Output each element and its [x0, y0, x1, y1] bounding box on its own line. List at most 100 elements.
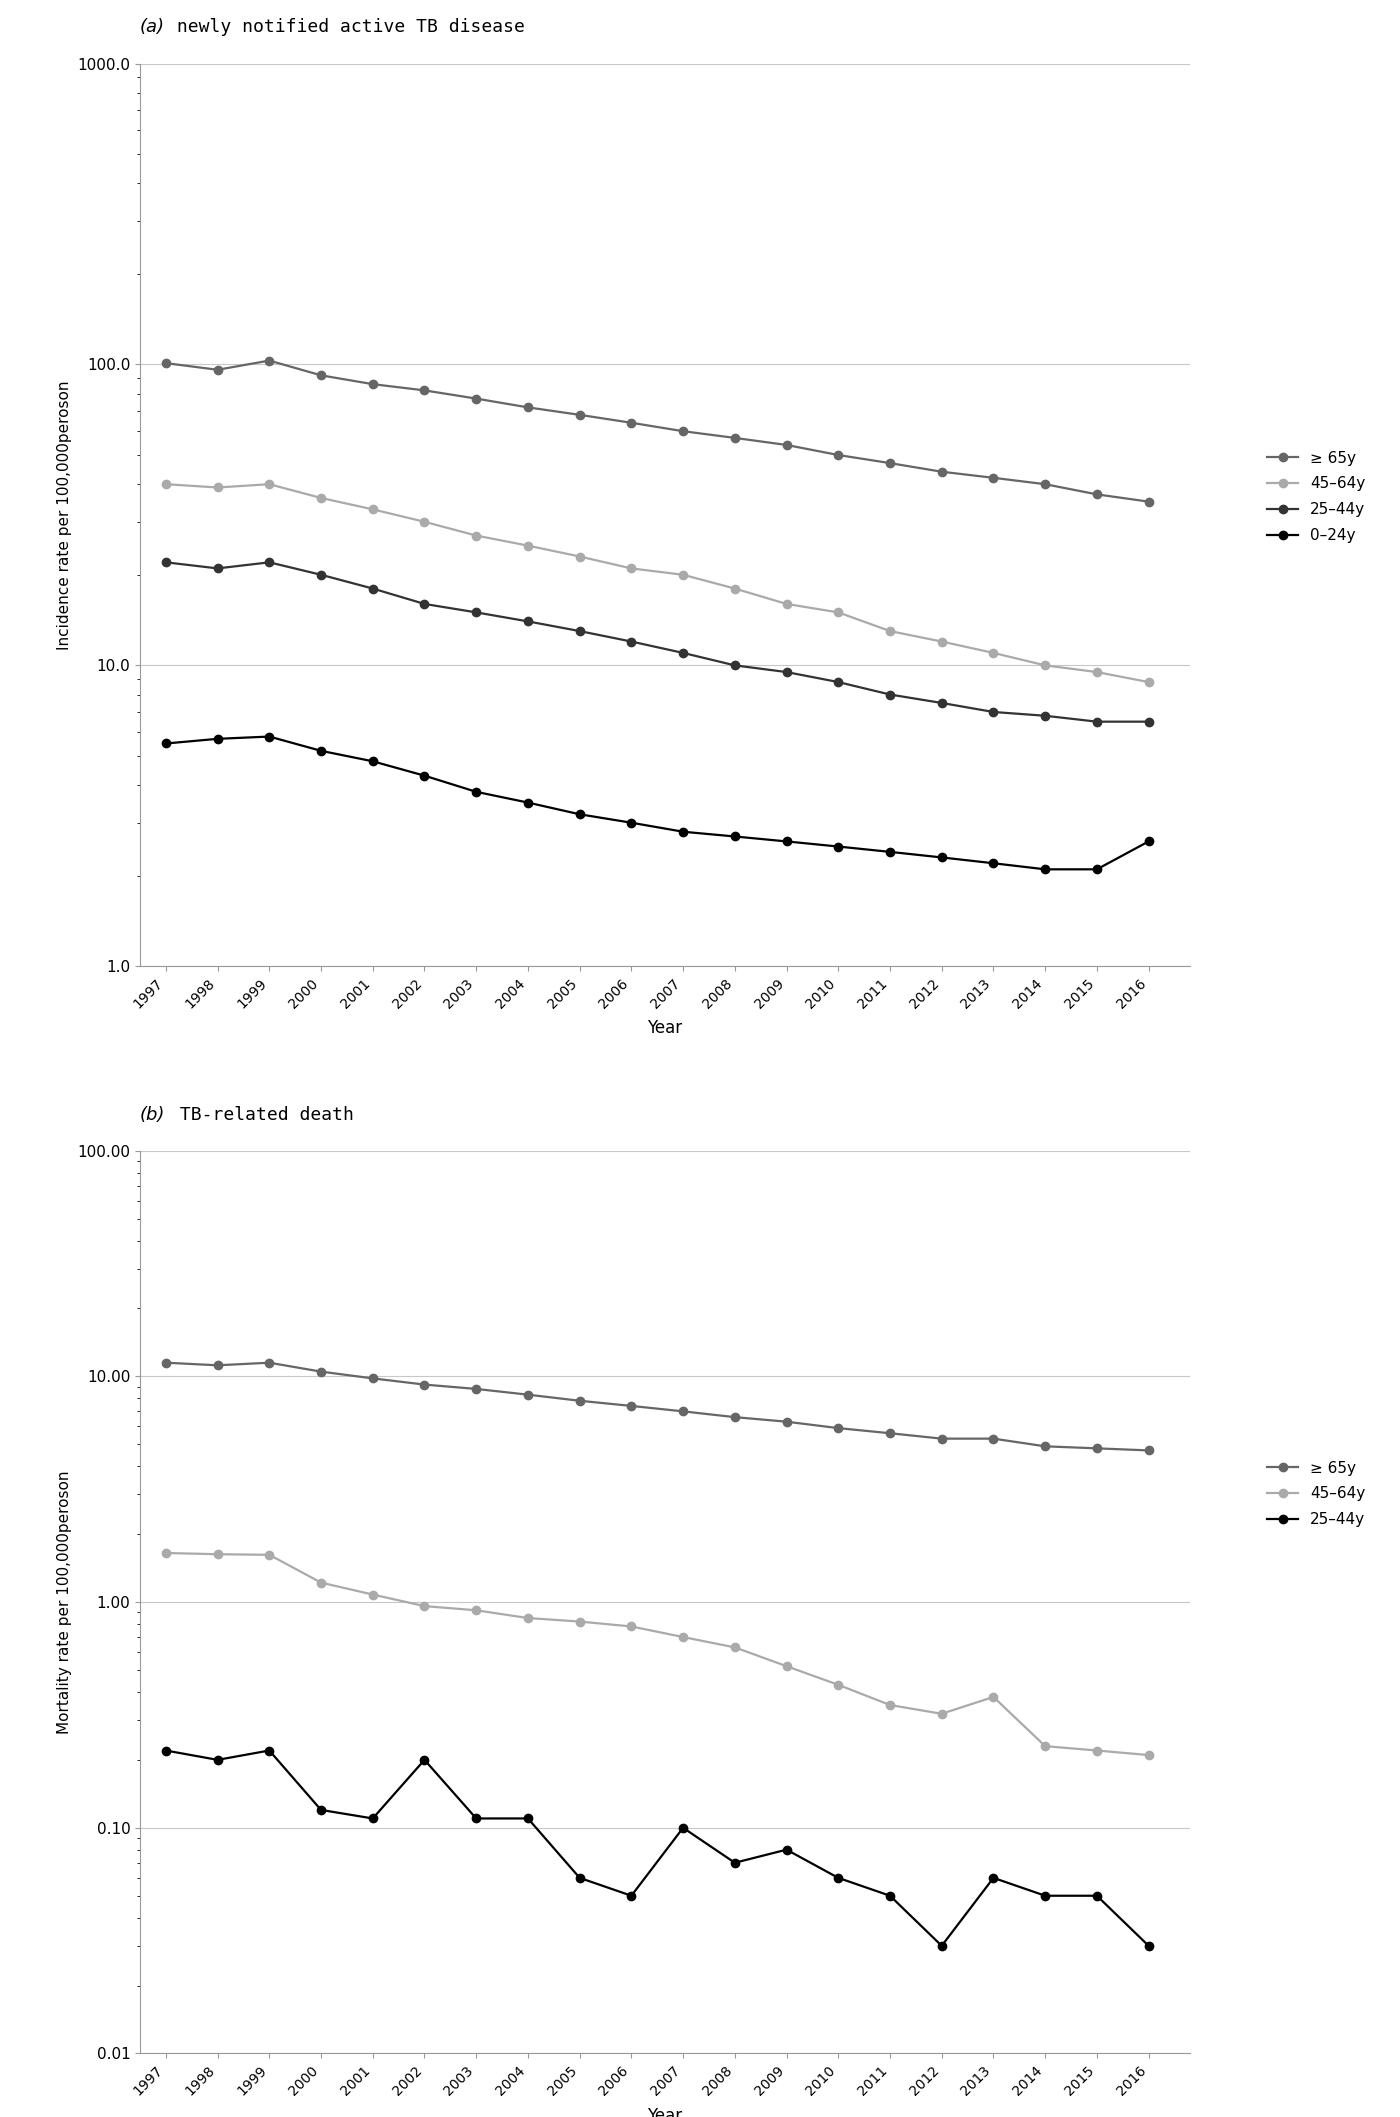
45–64y — [1088, 658, 1105, 684]
≥ 65y — [571, 402, 588, 428]
25–44y — [623, 1882, 640, 1907]
0–24y — [157, 730, 174, 756]
0–24y — [778, 828, 795, 853]
0–24y — [623, 811, 640, 836]
25–44y — [312, 563, 329, 589]
≥ 65y — [209, 358, 225, 383]
≥ 65y — [934, 1427, 951, 1452]
≥ 65y — [675, 1399, 692, 1425]
Line: 0–24y: 0–24y — [161, 732, 1152, 874]
45–64y — [675, 1624, 692, 1649]
≥ 65y — [1037, 1433, 1054, 1459]
≥ 65y — [1088, 1435, 1105, 1461]
25–44y — [157, 550, 174, 576]
≥ 65y — [1088, 483, 1105, 508]
25–44y — [675, 1814, 692, 1840]
≥ 65y — [519, 394, 536, 419]
25–44y — [364, 1806, 381, 1831]
45–64y — [882, 618, 899, 644]
≥ 65y — [623, 1393, 640, 1418]
25–44y — [986, 1865, 1002, 1890]
45–64y — [623, 1613, 640, 1639]
≥ 65y — [830, 1416, 847, 1442]
45–64y — [364, 497, 381, 523]
≥ 65y — [882, 1421, 899, 1446]
0–24y — [1140, 828, 1156, 853]
≥ 65y — [312, 1359, 329, 1385]
≥ 65y — [519, 1382, 536, 1408]
≥ 65y — [416, 377, 433, 402]
≥ 65y — [727, 1404, 743, 1429]
0–24y — [312, 739, 329, 764]
≥ 65y — [157, 351, 174, 377]
45–64y — [571, 1609, 588, 1634]
0–24y — [934, 845, 951, 870]
≥ 65y — [778, 1410, 795, 1435]
25–44y — [1140, 1933, 1156, 1958]
0–24y — [830, 834, 847, 860]
25–44y — [364, 576, 381, 601]
≥ 65y — [778, 432, 795, 457]
0–24y — [1088, 857, 1105, 883]
0–24y — [260, 724, 277, 749]
≥ 65y — [209, 1353, 225, 1378]
Line: 45–64y: 45–64y — [161, 1550, 1152, 1759]
0–24y — [675, 819, 692, 845]
≥ 65y — [882, 451, 899, 476]
0–24y — [882, 838, 899, 864]
≥ 65y — [260, 347, 277, 373]
45–64y — [1140, 1742, 1156, 1768]
Legend: ≥ 65y, 45–64y, 25–44y, 0–24y: ≥ 65y, 45–64y, 25–44y, 0–24y — [1261, 445, 1372, 548]
0–24y — [519, 790, 536, 815]
≥ 65y — [468, 385, 484, 411]
25–44y — [571, 1865, 588, 1890]
25–44y — [882, 682, 899, 707]
25–44y — [519, 1806, 536, 1831]
Line: ≥ 65y: ≥ 65y — [161, 1359, 1152, 1454]
Line: 45–64y: 45–64y — [161, 481, 1152, 686]
45–64y — [468, 523, 484, 548]
≥ 65y — [830, 442, 847, 468]
25–44y — [830, 1865, 847, 1890]
45–64y — [778, 1653, 795, 1679]
45–64y — [209, 474, 225, 500]
Line: 25–44y: 25–44y — [161, 559, 1152, 726]
45–64y — [934, 629, 951, 654]
25–44y — [519, 610, 536, 635]
25–44y — [934, 1933, 951, 1958]
45–64y — [571, 544, 588, 569]
≥ 65y — [675, 419, 692, 445]
25–44y — [623, 629, 640, 654]
0–24y — [364, 749, 381, 775]
45–64y — [778, 591, 795, 616]
≥ 65y — [571, 1389, 588, 1414]
Y-axis label: Incidence rate per 100,000peroson: Incidence rate per 100,000peroson — [57, 381, 71, 650]
0–24y — [571, 802, 588, 828]
45–64y — [260, 1541, 277, 1567]
25–44y — [416, 591, 433, 616]
25–44y — [986, 699, 1002, 724]
25–44y — [209, 555, 225, 580]
Text: TB-related death: TB-related death — [169, 1105, 354, 1124]
Text: newly notified active TB disease: newly notified active TB disease — [167, 19, 525, 36]
45–64y — [312, 485, 329, 510]
45–64y — [727, 1634, 743, 1660]
45–64y — [1088, 1738, 1105, 1763]
45–64y — [209, 1541, 225, 1567]
25–44y — [778, 658, 795, 684]
25–44y — [312, 1797, 329, 1823]
X-axis label: Year: Year — [647, 2106, 683, 2117]
25–44y — [882, 1882, 899, 1907]
Line: 25–44y: 25–44y — [161, 1747, 1152, 1950]
45–64y — [364, 1581, 381, 1607]
45–64y — [882, 1691, 899, 1717]
25–44y — [1037, 1882, 1054, 1907]
≥ 65y — [260, 1351, 277, 1376]
0–24y — [416, 762, 433, 788]
25–44y — [1140, 709, 1156, 735]
Y-axis label: Mortality rate per 100,000peroson: Mortality rate per 100,000peroson — [57, 1471, 71, 1734]
45–64y — [1037, 652, 1054, 677]
≥ 65y — [468, 1376, 484, 1401]
45–64y — [986, 1685, 1002, 1711]
≥ 65y — [986, 466, 1002, 491]
